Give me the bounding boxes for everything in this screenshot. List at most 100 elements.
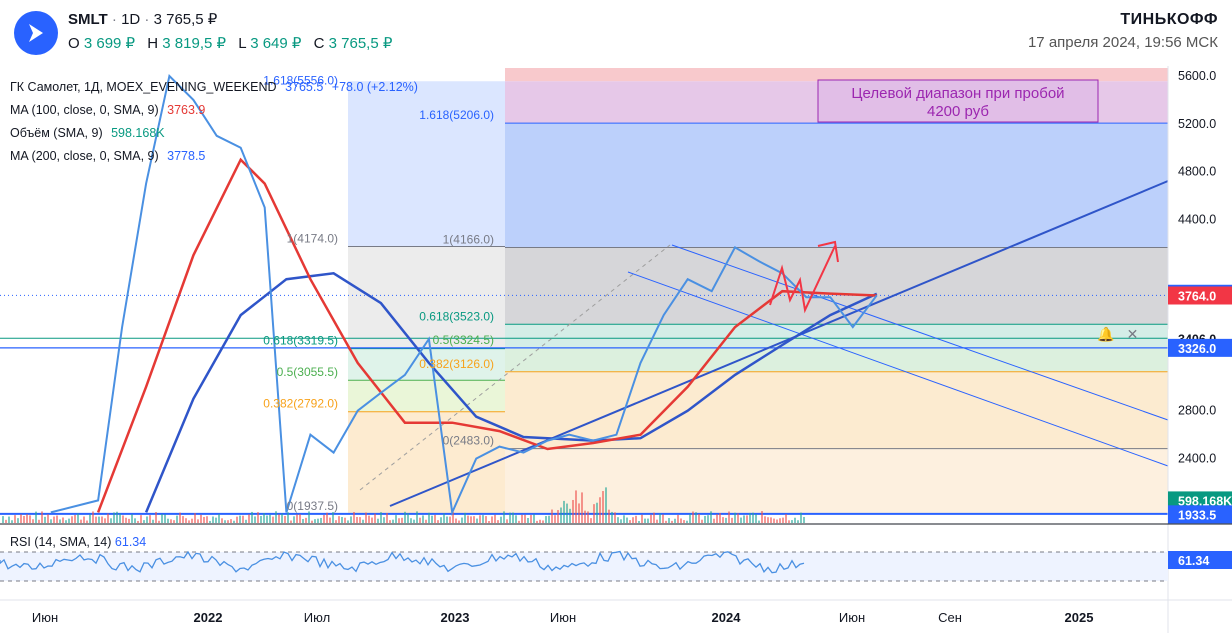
volume-bar bbox=[257, 512, 259, 523]
fib-right-zone-blue bbox=[505, 123, 1168, 248]
volume-bar bbox=[407, 513, 409, 523]
volume-bar bbox=[269, 514, 271, 523]
symbol[interactable]: SMLT bbox=[68, 11, 108, 28]
volume-bar bbox=[338, 516, 340, 523]
volume-bar bbox=[389, 520, 391, 523]
volume-bar bbox=[320, 517, 322, 523]
volume-bar bbox=[641, 514, 643, 523]
volume-bar bbox=[776, 519, 778, 523]
price-badge-label: 1933.5 bbox=[1178, 508, 1216, 522]
volume-bar bbox=[413, 519, 415, 523]
volume-bar bbox=[179, 512, 181, 523]
volume-bar bbox=[722, 517, 724, 523]
volume-bar bbox=[194, 513, 196, 523]
volume-bar bbox=[212, 516, 214, 523]
volume-bar bbox=[167, 518, 169, 523]
volume-bar bbox=[173, 520, 175, 523]
volume-bar bbox=[731, 517, 733, 523]
volume-bar bbox=[476, 518, 478, 523]
volume-bar bbox=[116, 511, 118, 523]
fib-right-label: 1(4166.0) bbox=[443, 232, 494, 246]
volume-bar bbox=[500, 516, 502, 523]
volume-bar bbox=[743, 515, 745, 523]
brand-name: ТИНЬКОФФ bbox=[1120, 11, 1218, 28]
volume-bar bbox=[446, 516, 448, 523]
fib-left-label: 1.618(5556.0) bbox=[263, 73, 338, 87]
volume-bar bbox=[620, 519, 622, 523]
x-axis-tick: Июл bbox=[304, 610, 330, 625]
volume-bar bbox=[572, 499, 574, 523]
interval[interactable]: 1D bbox=[121, 11, 141, 28]
volume-bar bbox=[791, 520, 793, 523]
volume-bar bbox=[554, 515, 556, 523]
volume-bar bbox=[479, 515, 481, 523]
alert-bell-icon[interactable]: 🔔 bbox=[1097, 326, 1115, 342]
legend-ma200-name[interactable]: MA (200, close, 0, SMA, 9) bbox=[10, 149, 159, 163]
legend-ma100-name[interactable]: MA (100, close, 0, SMA, 9) bbox=[10, 103, 159, 117]
volume-bar bbox=[782, 517, 784, 523]
volume-bar bbox=[704, 515, 706, 523]
volume-bar bbox=[197, 519, 199, 523]
volume-bar bbox=[344, 517, 346, 523]
close-label: C bbox=[313, 35, 325, 52]
ohlc-line: O 3 699 ₽ H 3 819,5 ₽ L 3 649 ₽ C 3 765,… bbox=[68, 34, 400, 52]
volume-bar bbox=[152, 519, 154, 523]
alert-controls: 🔔 ✕ bbox=[1095, 323, 1145, 345]
fib-right-zone-red bbox=[505, 68, 1168, 82]
datetime: 17 апреля 2024, 19:56 МСК bbox=[1027, 34, 1218, 51]
x-axis-tick: Июн bbox=[550, 610, 576, 625]
volume-bar bbox=[86, 520, 88, 523]
volume-bar bbox=[719, 513, 721, 523]
volume-bar bbox=[692, 511, 694, 523]
volume-bar bbox=[284, 515, 286, 523]
volume-bar bbox=[647, 518, 649, 523]
volume-bar bbox=[164, 514, 166, 523]
price-badge bbox=[1168, 491, 1232, 510]
y-axis-tick: 4400.0 bbox=[1178, 212, 1216, 226]
volume-bar bbox=[221, 518, 223, 523]
volume-bar bbox=[614, 512, 616, 523]
close-icon[interactable]: ✕ bbox=[1126, 326, 1139, 342]
volume-bar bbox=[347, 520, 349, 523]
volume-bar bbox=[50, 519, 52, 523]
volume-bar bbox=[350, 516, 352, 523]
volume-bar bbox=[464, 512, 466, 523]
legend-symbol-name[interactable]: ГК Самолет, 1Д, MOEX_EVENING_WEEKEND bbox=[10, 80, 277, 94]
volume-bar bbox=[62, 517, 64, 523]
volume-bar bbox=[659, 513, 661, 523]
volume-bar bbox=[314, 519, 316, 523]
volume-bar bbox=[74, 514, 76, 523]
volume-bar bbox=[530, 515, 532, 523]
volume-bar bbox=[710, 511, 712, 523]
fib-right-zone-bottom bbox=[505, 448, 1168, 514]
volume-bar bbox=[98, 516, 100, 523]
rsi-name[interactable]: RSI (14, SMA, 14) bbox=[10, 535, 112, 549]
volume-bar bbox=[755, 514, 757, 523]
volume-bar bbox=[281, 513, 283, 523]
volume-bar bbox=[305, 517, 307, 523]
volume-bar bbox=[764, 516, 766, 523]
volume-bar bbox=[236, 516, 238, 523]
fib-right-label: 0.5(3324.5) bbox=[433, 333, 494, 347]
volume-bar bbox=[386, 512, 388, 523]
volume-bar bbox=[227, 520, 229, 523]
volume-bar bbox=[299, 514, 301, 523]
volume-bar bbox=[233, 520, 235, 523]
volume-bar bbox=[590, 518, 592, 523]
volume-bar bbox=[725, 517, 727, 523]
volume-bar bbox=[737, 513, 739, 523]
channel-top bbox=[671, 244, 1169, 421]
legend-volume-name[interactable]: Объём (SMA, 9) bbox=[10, 126, 103, 140]
price-lines bbox=[2, 74, 1169, 523]
volume-bar bbox=[749, 512, 751, 523]
volume-bar bbox=[53, 516, 55, 523]
volume-bar bbox=[275, 511, 277, 523]
volume-bar bbox=[434, 514, 436, 523]
legend-symbol-change: +78.0 (+2.12%) bbox=[331, 80, 418, 94]
volume-bar bbox=[623, 515, 625, 523]
fib-left-zone-green bbox=[348, 348, 505, 381]
volume-bar bbox=[374, 513, 376, 523]
target-annotation-line1: Целевой диапазон при пробой bbox=[851, 85, 1064, 102]
target-arrow bbox=[769, 245, 836, 314]
